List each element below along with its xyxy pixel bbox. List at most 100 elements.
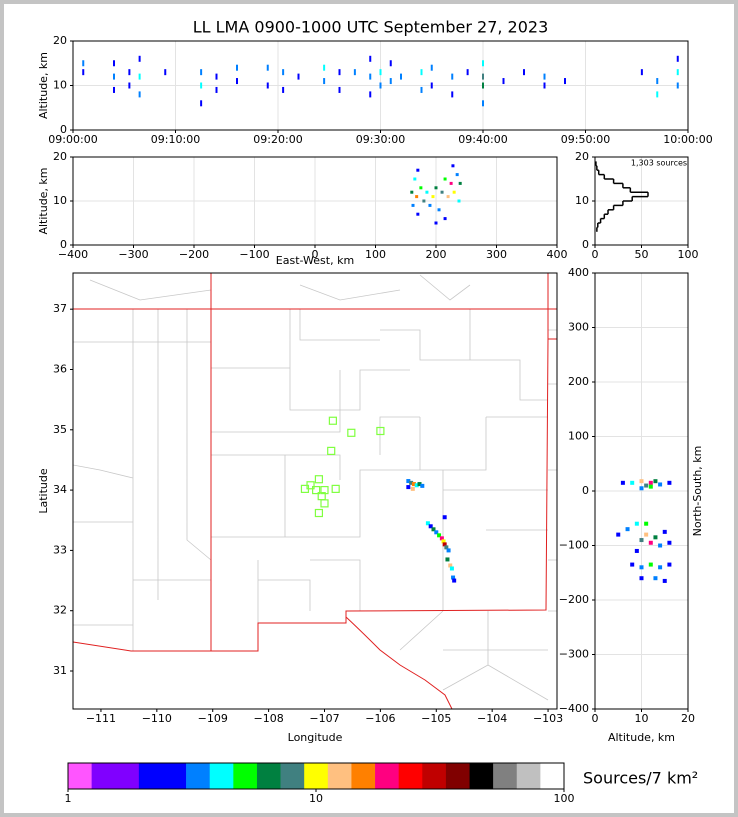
colorbar-segment <box>327 763 352 789</box>
source-point <box>128 69 131 76</box>
source-point <box>430 64 433 71</box>
y-tick-label: 31 <box>53 664 67 677</box>
source-point <box>457 199 461 203</box>
axes-frame <box>72 40 689 131</box>
source-point <box>442 515 447 520</box>
source-point <box>644 483 649 488</box>
colorbar-segment <box>540 763 565 789</box>
station-marker <box>328 416 337 425</box>
colorbar-segment <box>162 763 187 789</box>
y-tick-label: 0 <box>582 484 589 497</box>
x-tick-label: 100 <box>678 248 699 261</box>
colorbar-segment <box>445 763 470 789</box>
y-tick-label: −100 <box>559 539 589 552</box>
source-point <box>379 69 382 76</box>
source-point <box>434 530 439 535</box>
colorbar-segment <box>516 763 541 789</box>
source-point <box>113 86 115 93</box>
source-point <box>431 195 435 199</box>
axes-frame <box>72 272 558 710</box>
y-tick-label: 35 <box>53 423 67 436</box>
chart-title: LL LMA 0900-1000 UTC September 27, 2023 <box>193 18 549 37</box>
source-point <box>676 69 679 76</box>
colorbar-segment <box>115 763 140 789</box>
y-tick-label: 300 <box>568 321 589 334</box>
source-point <box>215 86 218 93</box>
source-point <box>656 78 659 85</box>
y-axis-label: Altitude, km <box>37 167 50 234</box>
x-tick-label: −110 <box>142 712 172 725</box>
y-tick-label: −300 <box>559 648 589 661</box>
source-point <box>113 60 115 67</box>
x-tick-label: 0 <box>592 248 599 261</box>
source-point <box>442 542 447 547</box>
x-tick-label: 09:00:00 <box>48 133 97 146</box>
source-point <box>422 199 426 203</box>
colorbar-segment <box>280 763 305 789</box>
source-point <box>138 55 141 62</box>
source-point <box>482 82 484 89</box>
source-point <box>406 479 411 484</box>
x-tick-label: 300 <box>486 248 507 261</box>
source-point <box>441 539 446 544</box>
source-point <box>414 483 419 488</box>
source-point <box>449 181 453 185</box>
source-point <box>425 190 429 194</box>
source-point <box>658 543 663 548</box>
station-marker <box>376 426 385 436</box>
y-tick-label: 37 <box>53 302 67 315</box>
y-tick-label: 0 <box>582 238 589 251</box>
colorbar-segment <box>469 763 494 789</box>
x-tick-label: 09:10:00 <box>151 133 200 146</box>
colorbar-segment <box>351 763 376 789</box>
source-point <box>440 190 444 194</box>
source-point <box>389 78 392 85</box>
source-point <box>389 60 392 67</box>
source-point <box>282 86 285 93</box>
source-point <box>434 221 438 225</box>
x-tick-label: 50 <box>635 248 649 261</box>
source-point <box>266 64 269 71</box>
source-point <box>648 562 653 567</box>
source-point <box>451 73 454 80</box>
source-point <box>369 73 372 80</box>
source-point <box>667 480 672 485</box>
source-point <box>648 480 653 485</box>
source-point <box>430 82 433 89</box>
source-point <box>406 485 411 490</box>
source-point <box>410 486 415 491</box>
colorbar-tick-label: 1 <box>65 792 72 805</box>
station-marker <box>314 508 324 518</box>
colorbar-segment <box>304 763 329 789</box>
x-tick-label: 0 <box>592 712 599 725</box>
source-point <box>369 55 372 62</box>
x-tick-label: −104 <box>477 712 507 725</box>
x-tick-label: −108 <box>254 712 284 725</box>
source-point <box>482 73 484 80</box>
source-point <box>428 203 432 207</box>
source-point <box>417 482 422 487</box>
source-point <box>639 565 644 570</box>
x-tick-label: 09:40:00 <box>458 133 507 146</box>
colorbar-segment <box>422 763 447 789</box>
source-point <box>282 69 285 76</box>
source-point <box>82 69 85 76</box>
x-axis-label: Altitude, km <box>608 731 675 744</box>
source-point <box>451 575 456 580</box>
source-point <box>297 73 300 80</box>
colorbar-segment <box>398 763 423 789</box>
source-point <box>634 521 639 526</box>
y-tick-label: −400 <box>559 702 589 715</box>
x-axis-label: Longitude <box>288 731 343 744</box>
source-point <box>353 69 356 76</box>
source-point <box>446 195 450 199</box>
x-tick-label: 09:50:00 <box>561 133 610 146</box>
x-tick-label: 400 <box>547 248 568 261</box>
source-point <box>128 82 131 89</box>
source-point <box>338 69 341 76</box>
source-point <box>482 100 484 107</box>
x-tick-label: 09:30:00 <box>356 133 405 146</box>
source-point <box>236 78 238 85</box>
source-point <box>437 208 441 212</box>
source-point <box>443 217 447 221</box>
